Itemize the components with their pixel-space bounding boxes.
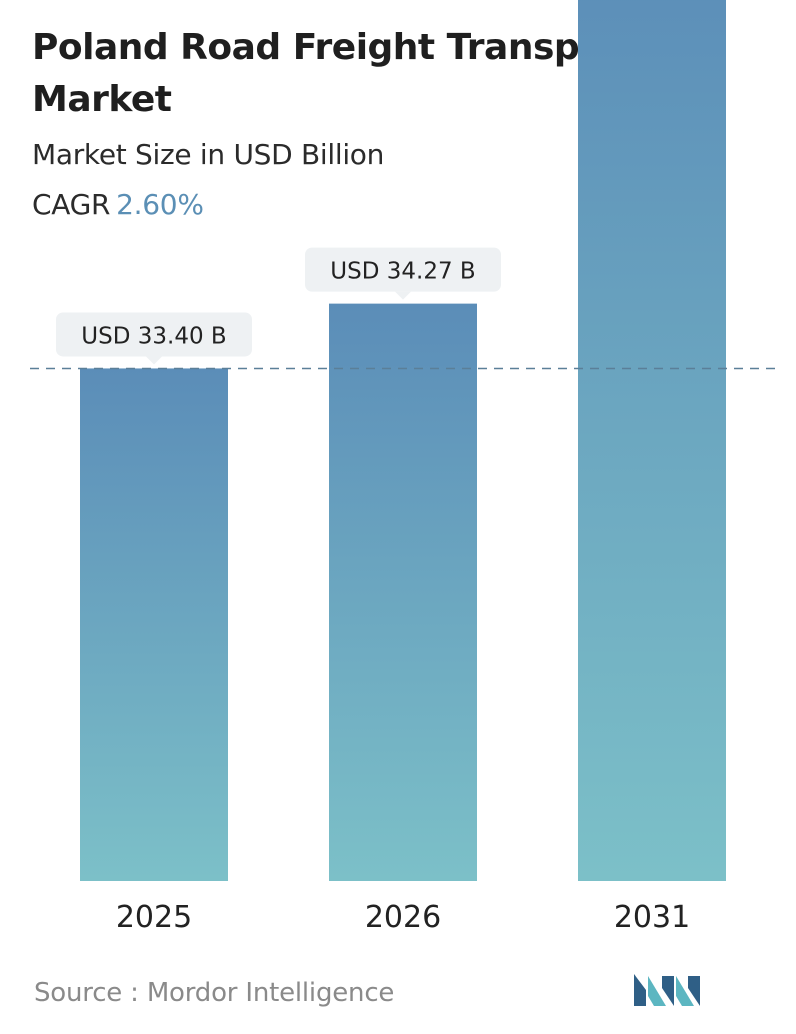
data-label: USD 34.27 B [330,259,475,285]
chart-subtitle: Market Size in USD Billion [32,138,385,171]
x-tick-label: 2026 [365,900,441,935]
bar-2031 [578,0,726,882]
data-label-callout: USD 33.40 B [56,312,252,365]
cagr-value: 2.60% [116,188,204,221]
data-label-box [305,247,501,292]
data-label-callout: USD 34.27 B [305,247,501,300]
bar-2026 [329,303,477,881]
source-attribution: Source : Mordor Intelligence [34,978,394,1008]
mordor-intelligence-logo [634,974,700,1006]
data-label-box [56,312,252,357]
x-tick-label: 2031 [614,900,690,935]
source-label: Source : [34,978,139,1008]
cagr-label: CAGR [32,188,111,221]
data-label-pointer [146,356,162,365]
cagr-line: CAGR 2.60% [32,188,204,221]
chart-title: Poland Road Freight Transport Market [32,27,638,120]
data-label: USD 33.40 B [81,323,226,349]
source-name: Mordor Intelligence [146,978,395,1008]
x-tick-label: 2025 [116,900,192,935]
data-label-pointer [395,291,411,300]
bar-2025 [80,368,228,881]
